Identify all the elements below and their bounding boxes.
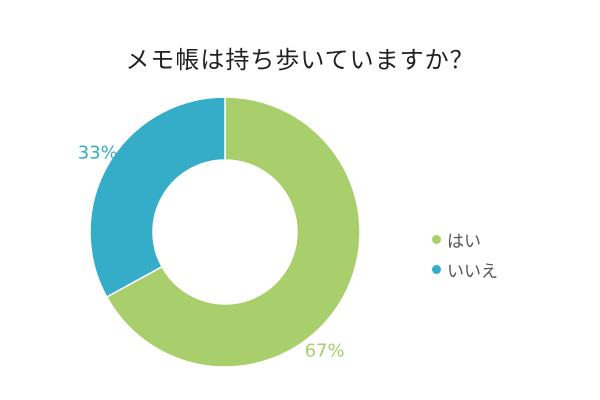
legend-item-yes: はい [432,224,498,254]
legend-label-yes: はい [447,231,481,252]
legend-item-no: いいえ [432,254,498,284]
chart-title: メモ帳は持ち歩いていますか？ [125,46,475,74]
legend-label-no: いいえ [447,261,498,282]
data-label-no: 33% [78,143,118,164]
data-label-yes: 67% [305,341,345,362]
legend-marker-yes [432,234,441,244]
legend: はい いいえ [432,224,498,284]
slice-yes [105,96,361,368]
slice-no [89,96,226,299]
legend-marker-no [432,264,441,274]
